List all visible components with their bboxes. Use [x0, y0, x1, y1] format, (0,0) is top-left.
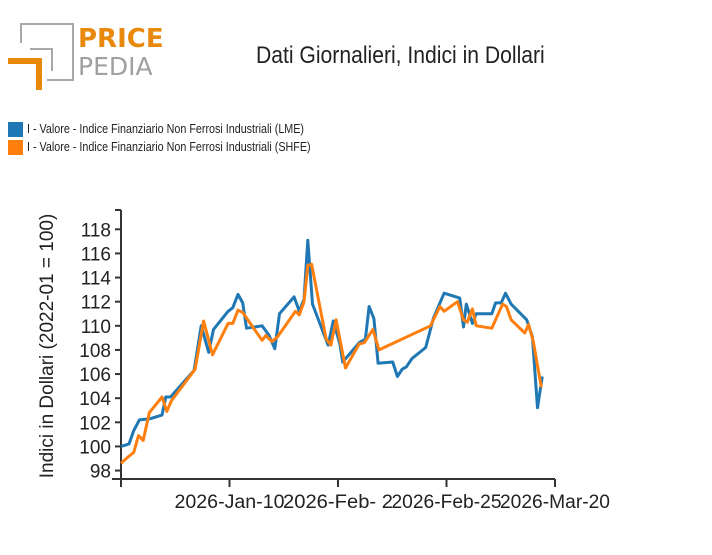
y-tick-label: 100: [79, 437, 111, 458]
logo-mark-icon: [8, 23, 74, 90]
legend-item-lme[interactable]: I - Valore - Indice Finanziario Non Ferr…: [8, 119, 357, 139]
series-line-shfe: [119, 262, 543, 465]
logo-text-price: PRICE: [78, 24, 164, 54]
y-tick-label: 106: [79, 365, 111, 386]
legend-swatch-lme: [8, 121, 23, 137]
axes: 98 100 102 104 106 108 110 112 114 116 118 2026-Jan…: [79, 209, 610, 513]
legend-label-lme: I - Valore - Indice Finanziario Non Ferr…: [27, 122, 305, 136]
x-tick-label: 2026-Mar-20: [500, 492, 610, 513]
y-tick-label: 116: [81, 244, 111, 265]
y-axis-title: Indici in Dollari (2022-01 = 100): [37, 214, 58, 479]
legend-swatch-shfe: [8, 139, 23, 155]
y-tick-label: 112: [81, 293, 111, 314]
chart-title: Dati Giornalieri, Indici in Dollari: [256, 42, 545, 69]
y-tick-label: 102: [79, 413, 111, 434]
y-tick-label: 114: [81, 269, 112, 290]
logo-text-pedia: PEDIA: [78, 52, 153, 81]
legend-item-shfe[interactable]: I - Valore - Indice Finanziario Non Ferr…: [8, 137, 357, 157]
x-tick-label: 2026-Feb-25: [392, 492, 502, 513]
legend: I - Valore - Indice Finanziario Non Ferr…: [8, 119, 357, 157]
x-tick-label: 2026-Feb- 2: [283, 492, 393, 513]
y-tick-label: 104: [79, 389, 111, 410]
legend-label-shfe: I - Valore - Indice Finanziario Non Ferr…: [27, 140, 311, 154]
y-tick-label: 108: [79, 341, 111, 362]
y-tick-label: 118: [81, 220, 111, 241]
x-tick-label: 2026-Jan-10: [175, 492, 285, 513]
y-tick-label: 98: [90, 462, 111, 483]
series-lines: [119, 238, 544, 465]
y-tick-label: 110: [81, 317, 111, 338]
pricepedia-logo: PRICE PEDIA: [0, 0, 170, 100]
